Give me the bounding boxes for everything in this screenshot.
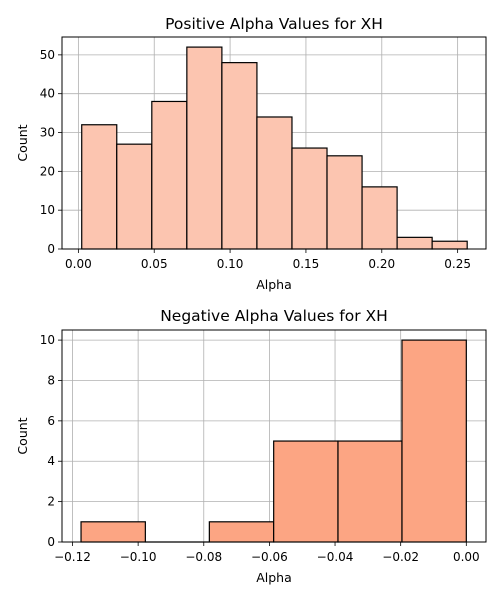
y-tick-label: 50 [40, 48, 55, 62]
x-tick-label: −0.10 [120, 550, 157, 564]
axes-frame [61, 329, 487, 543]
histogram-bar [337, 440, 403, 543]
axes-frame [61, 36, 487, 250]
histogram-bar [401, 339, 467, 543]
y-tick-label: 0 [47, 535, 55, 549]
histogram-bars [80, 339, 467, 543]
histogram-bar [208, 521, 275, 543]
negative-alpha-subplot: Negative Alpha Values for XH −0.12 −0.10−… [15, 307, 487, 585]
y-tick-label: 30 [40, 126, 55, 140]
histogram-bar [221, 62, 258, 250]
x-tick-label: 0.25 [444, 257, 471, 271]
y-tick-label: 10 [40, 333, 55, 347]
y-tick-label: 0 [47, 242, 55, 256]
y-tick-label: 20 [40, 164, 55, 178]
histogram-bars [81, 46, 468, 250]
y-tick-label: 10 [40, 203, 55, 217]
chart-title: Positive Alpha Values for XH [165, 15, 383, 33]
histogram-bar [273, 440, 339, 543]
x-axis-label: Alpha [256, 570, 292, 585]
histogram-bar [81, 124, 118, 250]
x-tick-label: −0.08 [185, 550, 222, 564]
positive-alpha-subplot: Positive Alpha Values for XH 0.00 0.05 0.1… [15, 15, 487, 292]
x-tick-label: 0.20 [368, 257, 395, 271]
x-tick-label: −0.12 [54, 550, 91, 564]
x-tick-label: −0.02 [382, 550, 419, 564]
x-tick-label: −0.06 [251, 550, 288, 564]
x-tick-label: 0.00 [65, 257, 92, 271]
y-axis-label: Count [15, 417, 30, 454]
axis-ticks: −0.12 −0.10 −0.08 −0.06 −0.04 −0.02 0.00 0 2 4 6 8 1… [40, 333, 480, 564]
x-tick-label: 0.10 [217, 257, 244, 271]
x-tick-label: 0.05 [141, 257, 168, 271]
y-tick-label: 40 [40, 87, 55, 101]
y-axis-label: Count [15, 124, 30, 161]
histogram-bar [116, 143, 153, 250]
x-axis-label: Alpha [256, 277, 292, 292]
y-tick-label: 2 [47, 495, 55, 509]
histogram-bar [431, 240, 468, 250]
axis-ticks: 0.00 0.05 0.10 0.15 0.20 0.25 0 10 20 30 40 50 [40, 48, 471, 271]
histogram-bar [291, 147, 328, 250]
x-tick-label: 0.00 [453, 550, 480, 564]
histogram-bar [256, 116, 293, 250]
y-tick-label: 8 [47, 373, 55, 387]
y-tick-label: 4 [47, 454, 55, 468]
x-tick-label: −0.04 [317, 550, 354, 564]
chart-title: Negative Alpha Values for XH [160, 307, 388, 325]
histogram-bar [396, 236, 433, 250]
x-tick-label: 0.15 [293, 257, 320, 271]
histogram-bar [186, 46, 223, 250]
histogram-bar [151, 100, 188, 250]
y-tick-label: 6 [47, 414, 55, 428]
histogram-bar [80, 521, 146, 543]
histogram-bar [326, 155, 363, 250]
histogram-bar [361, 186, 398, 250]
